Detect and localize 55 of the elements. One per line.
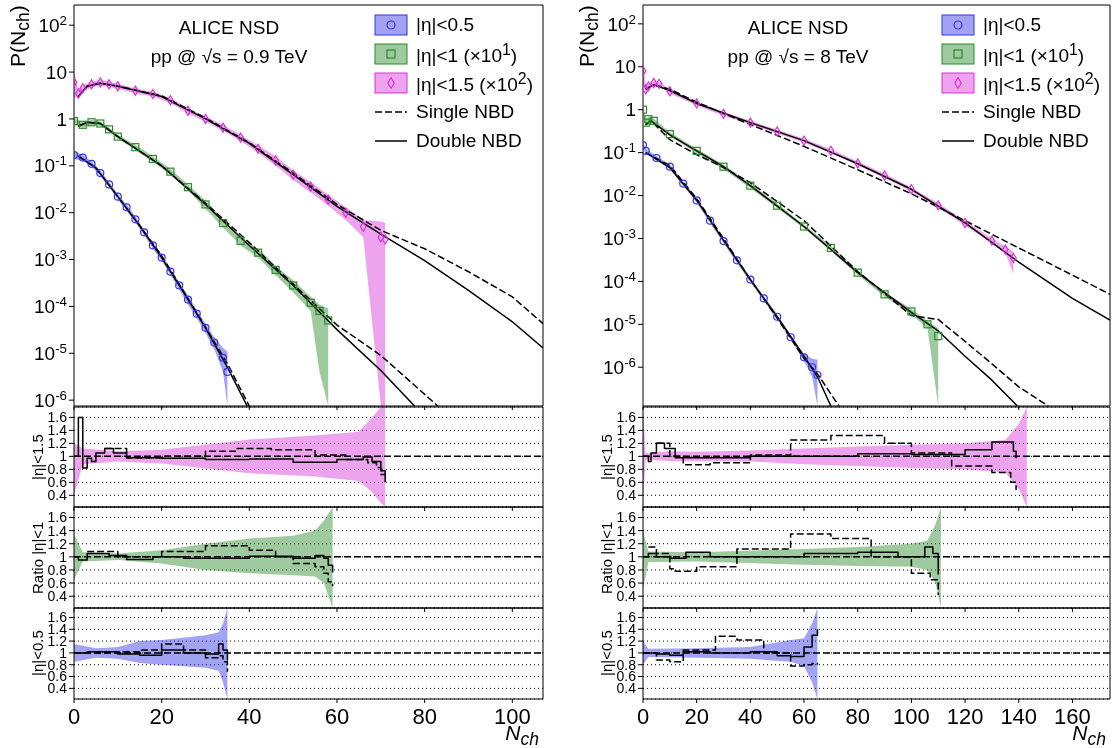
y-tick-label: 10$^{2}$ [38, 12, 67, 36]
y-tick-label: 10 [614, 56, 636, 78]
legend-label: |η|<1 (×10$^{1}$) [983, 40, 1085, 68]
legend-label: |η|<0.5 [416, 14, 475, 36]
legend-label: Single NBD [416, 101, 515, 123]
y-tick-label: 10$^{-4}$ [603, 268, 636, 293]
y-tick-label: 10$^{-3}$ [34, 246, 67, 271]
x-tick-label: 60 [791, 703, 817, 729]
y-axis-title: |η|<0.5 [597, 629, 616, 679]
y-tick-label: 0.4 [47, 680, 68, 697]
y-tick-label: 10$^{2}$ [607, 11, 636, 35]
annotation: ALICE NSD [177, 16, 281, 40]
y-tick-label: 0.4 [47, 588, 68, 605]
y-tick-label: 0.4 [616, 588, 637, 605]
y-tick-label: 10$^{-6}$ [603, 354, 636, 378]
y-tick-label: 10$^{-3}$ [603, 225, 636, 250]
y-axis-title: Ratio |η|<1 [28, 520, 47, 596]
x-tick-label: 40 [237, 703, 262, 729]
x-tick-label: 20 [149, 703, 174, 729]
annotation: pp @ √s = 8 TeV [726, 45, 870, 69]
y-tick-label: 10$^{-2}$ [603, 182, 636, 207]
legend-label: Double NBD [983, 130, 1089, 152]
legend-label: |η|<1.5 (×10$^{2}$) [416, 69, 533, 97]
y-tick-label: 10$^{-6}$ [34, 387, 67, 411]
x-tick-label: 0 [636, 703, 650, 729]
legend-label: Double NBD [416, 130, 522, 152]
y-axis-title: |η|<1.5 [597, 433, 616, 482]
x-tick-label: 80 [845, 703, 870, 729]
legend-label: Single NBD [983, 101, 1082, 123]
x-tick-label: 80 [412, 703, 437, 729]
y-tick-label: 10$^{-2}$ [34, 199, 67, 224]
x-tick-label: 20 [684, 703, 709, 729]
y-tick-label: 10$^{-1}$ [603, 139, 636, 164]
y-tick-label: 10$^{-4}$ [34, 293, 67, 318]
legend-label: |η|<1 (×10$^{1}$) [416, 40, 518, 68]
x-tick-label: 40 [738, 703, 763, 729]
y-axis-title: |η|<1.5 [29, 434, 46, 480]
legend-label: |η|<0.5 [983, 14, 1042, 36]
x-tick-label: 120 [946, 703, 984, 729]
annotation: ALICE NSD [746, 16, 850, 40]
y-tick-label: 10$^{-1}$ [34, 152, 67, 177]
y-tick-label: 0.4 [616, 680, 637, 697]
legend-label: |η|<1.5 (×10$^{2}$) [983, 69, 1100, 97]
y-axis-title: Ratio |η|<1 [597, 520, 616, 596]
y-axis-title: |η|<0.5 [28, 629, 47, 679]
x-tick-label: 140 [1000, 703, 1038, 729]
x-tick-label: 0 [67, 703, 81, 729]
y-tick-label: 10$^{-5}$ [34, 340, 67, 364]
y-tick-label: 10 [45, 61, 67, 83]
y-tick-label: 1 [56, 108, 67, 130]
annotation: pp @ √s = 0.9 TeV [149, 45, 309, 69]
x-tick-label: 60 [324, 703, 350, 729]
y-tick-label: 1 [625, 99, 636, 121]
x-tick-label: 100 [893, 703, 930, 729]
y-tick-label: 10$^{-5}$ [603, 311, 636, 335]
